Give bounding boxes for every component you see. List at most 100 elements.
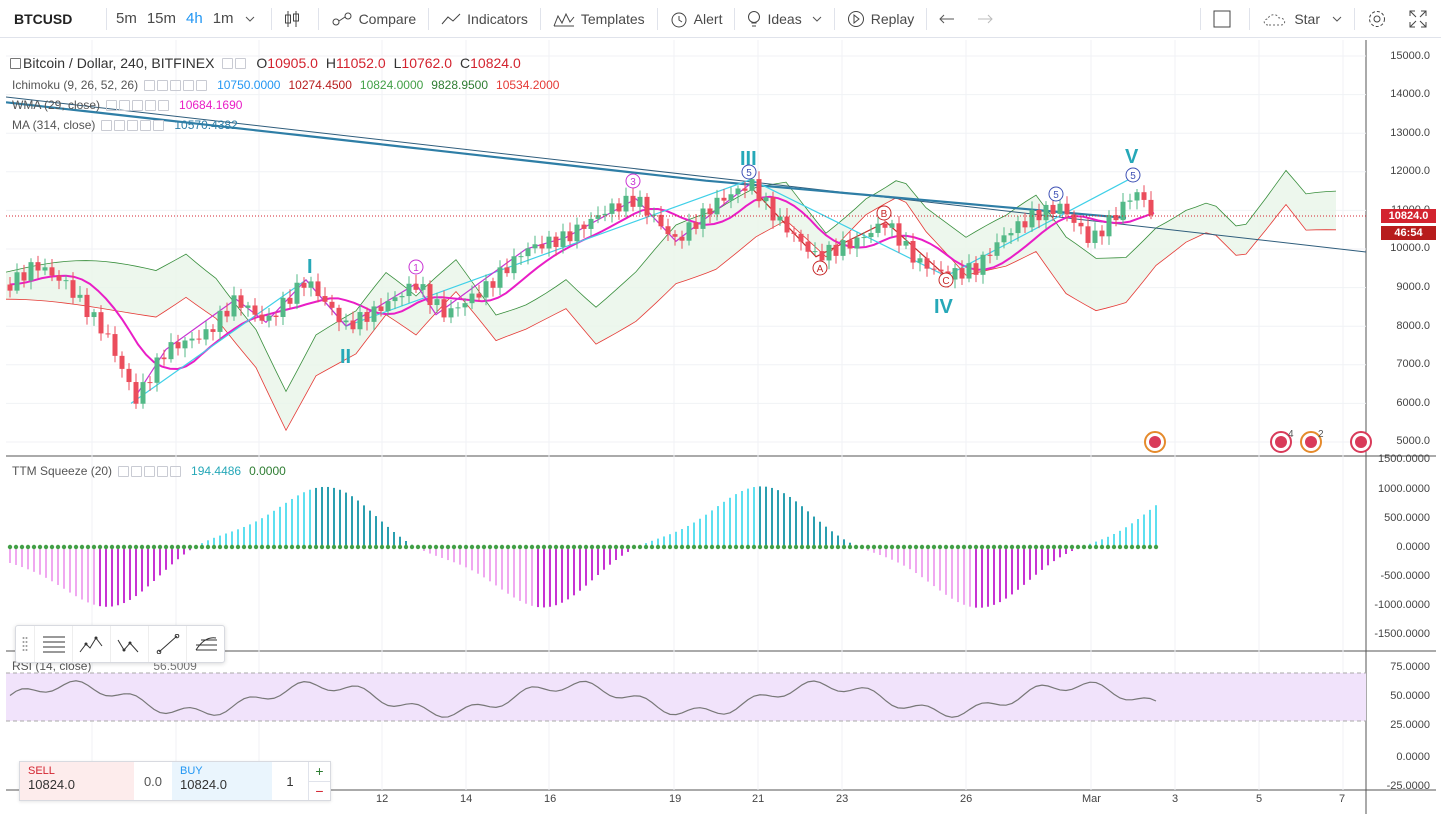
buy-button[interactable]: BUY 10824.0	[172, 762, 272, 800]
symbol-search[interactable]: BTCUSD	[14, 10, 73, 27]
candle-body	[308, 281, 314, 288]
squeeze-dot	[1009, 544, 1015, 550]
drawing-toolbar	[15, 625, 225, 663]
squeeze-dot	[319, 544, 325, 550]
squeeze-dot	[535, 544, 541, 550]
squeeze-dot	[217, 544, 223, 550]
drag-handle[interactable]	[16, 626, 34, 662]
code-icon[interactable]	[144, 465, 156, 477]
collapse-legend-icon[interactable]	[10, 57, 21, 69]
event-flag-1[interactable]	[1144, 431, 1166, 453]
candle-body	[791, 232, 797, 234]
wave-abc-tool[interactable]	[110, 626, 148, 662]
squeeze-dot	[91, 544, 97, 550]
gear-icon[interactable]	[235, 57, 247, 69]
quantity-decrease-button[interactable]: −	[315, 782, 324, 799]
squeeze-dot	[787, 544, 793, 550]
event-flag-3[interactable]	[1300, 431, 1322, 453]
ttm-axis-label: 1000.0000	[1378, 483, 1430, 495]
squeeze-dot	[481, 544, 487, 550]
alert-button[interactable]: Alert	[662, 0, 731, 38]
fib-retracement-tool[interactable]	[186, 626, 224, 662]
quantity-increase-button[interactable]: +	[309, 762, 330, 782]
close-icon[interactable]	[158, 99, 170, 111]
squeeze-dot	[523, 544, 529, 550]
fullscreen-frame-button[interactable]	[1205, 0, 1245, 38]
candle-body	[651, 214, 657, 216]
candlestick-series[interactable]	[7, 170, 1154, 409]
squeeze-dot	[241, 544, 247, 550]
squeeze-dot	[817, 544, 823, 550]
squeeze-dot	[619, 544, 625, 550]
candle-body	[322, 296, 328, 302]
templates-button[interactable]: Templates	[545, 0, 653, 38]
chart-type-button[interactable]	[276, 0, 314, 38]
more-icon[interactable]	[140, 119, 152, 131]
close-icon[interactable]	[153, 119, 165, 131]
candle-body	[462, 303, 468, 308]
lightbulb-icon	[748, 10, 761, 26]
candle-body	[1092, 230, 1098, 243]
candle-body	[518, 256, 524, 258]
squeeze-dot	[925, 544, 931, 550]
gear-icon[interactable]	[157, 79, 169, 91]
close-icon[interactable]	[170, 465, 182, 477]
candle-body	[973, 263, 979, 275]
eye-icon[interactable]	[118, 465, 130, 477]
rsi-axis-label: 50.0000	[1390, 690, 1430, 702]
interval-dropdown-button[interactable]	[239, 0, 267, 38]
candle-body	[588, 218, 594, 229]
code-icon[interactable]	[127, 119, 139, 131]
last-price-tag: 10824.0	[1381, 209, 1436, 223]
compare-button[interactable]: Compare	[323, 0, 425, 38]
expand-button[interactable]	[1401, 0, 1441, 38]
gear-icon[interactable]	[131, 465, 143, 477]
undo-button[interactable]	[931, 0, 969, 38]
more-icon[interactable]	[157, 465, 169, 477]
more-icon[interactable]	[145, 99, 157, 111]
squeeze-dot	[475, 544, 481, 550]
squeeze-dot	[691, 544, 697, 550]
gear-icon[interactable]	[119, 99, 131, 111]
chart-canvas[interactable]: I II III IV V 1 3 5 5 5 A B C 4	[6, 40, 1436, 814]
code-icon[interactable]	[132, 99, 144, 111]
candle-body	[245, 305, 251, 308]
settings-button[interactable]	[1359, 0, 1401, 38]
squeeze-dot	[175, 544, 181, 550]
event-flag-2[interactable]	[1270, 431, 1292, 453]
candle-body	[70, 280, 76, 298]
gear-icon[interactable]	[114, 119, 126, 131]
star-button[interactable]: Star	[1254, 0, 1350, 38]
trend-line-tool[interactable]	[148, 626, 186, 662]
horizontal-lines-tool[interactable]	[34, 626, 72, 662]
close-icon[interactable]	[196, 79, 208, 91]
indicators-button[interactable]: Indicators	[433, 0, 536, 38]
event-flag-4[interactable]	[1350, 431, 1372, 453]
more-icon[interactable]	[183, 79, 195, 91]
eye-icon[interactable]	[106, 99, 118, 111]
eye-icon[interactable]	[222, 57, 234, 69]
square-icon	[1213, 10, 1231, 27]
interval-4h[interactable]: 4h	[186, 10, 203, 27]
sell-button[interactable]: SELL 10824.0	[20, 762, 134, 800]
squeeze-dot	[595, 544, 601, 550]
squeeze-dot	[829, 544, 835, 550]
squeeze-dot	[97, 544, 103, 550]
code-icon[interactable]	[170, 79, 182, 91]
interval-1m[interactable]: 1m	[212, 10, 234, 27]
quantity-field[interactable]: 1	[286, 773, 294, 789]
candle-body	[42, 267, 48, 271]
eye-icon[interactable]	[101, 119, 113, 131]
abc-marker	[876, 205, 892, 221]
candle-body	[413, 283, 419, 290]
chart-area[interactable]: I II III IV V 1 3 5 5 5 A B C 4	[6, 40, 1436, 814]
eye-icon[interactable]	[144, 79, 156, 91]
ideas-button[interactable]: Ideas	[739, 0, 829, 38]
redo-button[interactable]	[969, 0, 1007, 38]
squeeze-dot	[343, 544, 349, 550]
interval-15m[interactable]: 15m	[146, 10, 177, 27]
replay-button[interactable]: Replay	[839, 0, 923, 38]
interval-5m[interactable]: 5m	[116, 10, 137, 27]
wave-15-tool[interactable]	[72, 626, 110, 662]
squeeze-dot	[709, 544, 715, 550]
